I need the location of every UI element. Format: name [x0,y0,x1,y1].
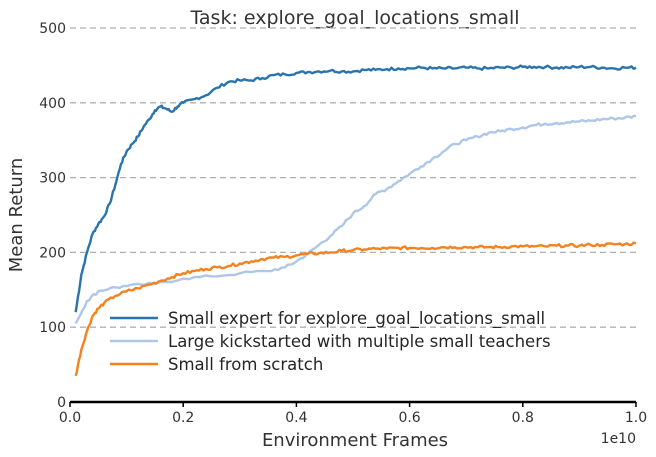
x-ticks: 0.0 0.2 0.4 0.6 0.8 1.0 [59,402,647,426]
y-tick-label-0: 0 [57,395,66,411]
series-line-0 [74,64,637,313]
x-exponent-label: 1e10 [601,431,636,447]
y-axis-label: Mean Return [6,158,27,273]
y-tick-label-5: 500 [39,21,66,37]
x-axis-label: Environment Frames [262,430,448,451]
legend-label-1: Large kickstarted with multiple small te… [168,332,551,351]
chart-title: Task: explore_goal_locations_small [189,7,519,29]
y-tick-label-3: 300 [39,171,66,187]
x-tick-label-5: 1.0 [625,410,647,426]
y-tick-label-1: 100 [39,320,66,336]
legend: Small expert for explore_goal_locations_… [110,309,551,374]
series-lines [74,64,637,377]
x-tick-label-3: 0.6 [398,410,420,426]
x-tick-label-1: 0.2 [172,410,194,426]
legend-label-2: Small from scratch [168,355,323,374]
y-ticks: 0 100 200 300 400 500 [39,21,66,411]
gridlines [70,27,636,328]
y-tick-label-2: 200 [39,245,66,261]
x-tick-label-2: 0.4 [285,410,307,426]
legend-label-0: Small expert for explore_goal_locations_… [168,309,545,329]
x-tick-label-0: 0.0 [59,410,81,426]
x-tick-label-4: 0.8 [512,410,534,426]
series-line-1 [74,114,637,325]
y-tick-label-4: 400 [39,96,66,112]
series-line-2 [74,241,637,377]
